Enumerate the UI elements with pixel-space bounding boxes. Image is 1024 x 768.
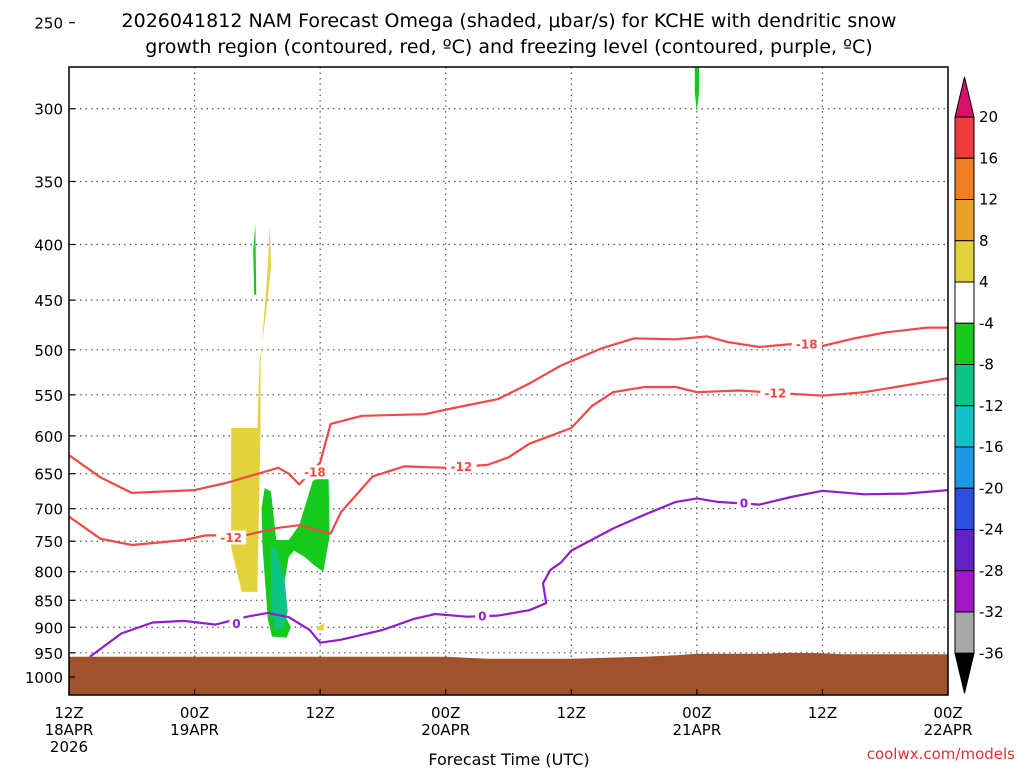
colorbar-top-arrow (954, 76, 975, 118)
x-tick-label: 12Z (557, 704, 586, 722)
colorbar-bin (954, 570, 975, 613)
omega-region (317, 623, 325, 631)
x-tick-label: 00Z (933, 704, 962, 722)
x-tick-label: 21APR (672, 721, 721, 739)
omega-region (694, 67, 699, 112)
y-tick-label: 300 (34, 101, 63, 119)
contour-label-bg (791, 337, 822, 352)
contour-label: -18 (304, 466, 326, 480)
x-tick-label: 20APR (421, 721, 470, 739)
x-tick-label: 12Z (305, 704, 334, 722)
dgz-contour (69, 326, 948, 494)
x-axis-label: Forecast Time (UTC) (428, 750, 589, 768)
colorbar-label: 12 (979, 191, 998, 209)
y-tick-label: 350 (34, 173, 63, 191)
colorbar-label: -28 (979, 562, 1004, 580)
contour-label-bg (216, 530, 247, 545)
y-tick-label: 950 (34, 645, 63, 663)
colorbar-label: -16 (979, 438, 1004, 456)
contour-label-bg (736, 496, 751, 511)
dgz-contour (69, 377, 948, 547)
plot-area: -18 -18 -12 -12 -12 0 0 0 250 300 350 400 450 500 550 6… (25, 15, 973, 756)
contour-label-bg (229, 616, 244, 631)
colorbar-bin (954, 446, 975, 489)
contour-label: -12 (451, 460, 473, 474)
colorbar-label: -24 (979, 521, 1004, 539)
x-tick-label: 19APR (170, 721, 219, 739)
y-tick-label: 1000 (25, 669, 63, 687)
colorbar-bin (954, 116, 975, 159)
colorbar-label: -12 (979, 397, 1004, 415)
y-tick-label: 800 (34, 564, 63, 582)
x-tick-label: 22APR (924, 721, 973, 739)
contour-label-bg (446, 459, 477, 474)
colorbar-bin (954, 281, 975, 324)
x-tick-label: 00Z (431, 704, 460, 722)
colorbar-label: -8 (979, 356, 994, 374)
y-tick-label: 250 (34, 15, 63, 33)
x-tick-label: 00Z (682, 704, 711, 722)
omega-region (271, 544, 288, 630)
credit-text: coolwx.com/models (867, 745, 1015, 763)
y-tick-label: 700 (34, 501, 63, 519)
y-tick-label: 550 (34, 387, 63, 405)
x-tick-label: 18APR (45, 721, 94, 739)
omega-region (231, 224, 271, 592)
colorbar-bin (954, 322, 975, 365)
colorbar-label: 16 (979, 149, 998, 167)
contour-label: -18 (796, 338, 818, 352)
y-tick-label: 400 (34, 237, 63, 255)
colorbar-label: 8 (979, 232, 989, 250)
y-tick-label: 850 (34, 592, 63, 610)
ground-area (69, 652, 948, 695)
colorbar-label: -20 (979, 479, 1004, 497)
colorbar-bin (954, 199, 975, 242)
colorbar-label: 20 (979, 108, 998, 126)
colorbar-bin (954, 611, 975, 654)
y-tick-label: 900 (34, 619, 63, 637)
contour-label-bg (760, 386, 791, 401)
chart-title-line2: growth region (contoured, red, ºC) and f… (145, 36, 872, 58)
y-tick-label: 650 (34, 466, 63, 484)
contour-label: -12 (220, 531, 242, 545)
colorbar-label: -4 (979, 314, 994, 332)
contour-label: -12 (764, 387, 786, 401)
colorbar-bin (954, 364, 975, 407)
y-tick-label: 500 (34, 342, 63, 360)
contour-label: 0 (232, 617, 240, 631)
freezing-level-contour (89, 489, 948, 658)
contour-label: 0 (740, 497, 748, 511)
contour-label: 0 (478, 610, 486, 624)
colorbar-bin (954, 157, 975, 200)
contour-label-bg (299, 465, 330, 480)
colorbar-label: -36 (979, 644, 1004, 662)
x-tick-label: 12Z (808, 704, 837, 722)
colorbar-bin (954, 405, 975, 448)
colorbar-label: 4 (979, 273, 989, 291)
colorbar-bin (954, 487, 975, 530)
colorbar: 20 16 12 8 4 -4 -8 -12 -16 -20 -24 -28 -32 -36 (954, 76, 1004, 694)
y-tick-label: 750 (34, 533, 63, 551)
omega-region (253, 224, 257, 295)
colorbar-bin (954, 240, 975, 283)
plot-frame (68, 66, 949, 696)
chart-title-line1: 2026041812 NAM Forecast Omega (shaded, μ… (122, 10, 897, 32)
contour-label-bg (475, 609, 490, 624)
plot-content: -18 -18 -12 -12 -12 0 0 0 (69, 67, 948, 695)
y-tick-label: 600 (34, 428, 63, 446)
x-tick-label: 2026 (50, 738, 88, 756)
colorbar-bin (954, 529, 975, 572)
colorbar-label: -32 (979, 603, 1004, 621)
y-tick-label: 450 (34, 292, 63, 310)
x-tick-label: 12Z (54, 704, 83, 722)
x-tick-label: 00Z (180, 704, 209, 722)
colorbar-bottom-arrow (954, 652, 975, 694)
